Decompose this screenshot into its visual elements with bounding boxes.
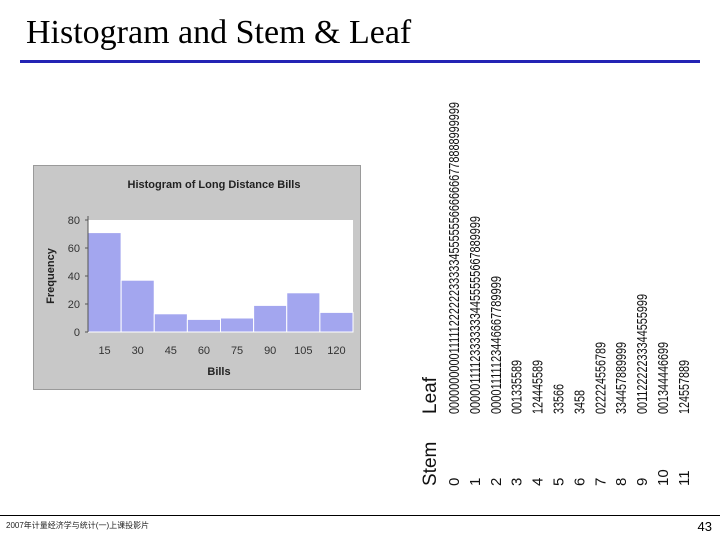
stem-leaf-svg: Stem Leaf 0 0000000000111112222223333345555… <box>420 102 690 486</box>
leaf-values: 000001111233333334455555667889999 <box>467 216 484 414</box>
histogram-svg: Histogram of Long Distance Bills Bills F… <box>45 179 354 378</box>
histogram-y-tick-label: 60 <box>68 243 80 255</box>
stem-value: 4 <box>530 478 547 486</box>
histogram-title: Histogram of Long Distance Bills <box>128 179 301 191</box>
histogram-x-tick-label: 75 <box>231 345 243 357</box>
histogram-x-tick-label: 45 <box>165 345 177 357</box>
slide-title: Histogram and Stem & Leaf <box>26 14 412 51</box>
stem-value: 3 <box>509 478 526 486</box>
histogram-x-tick-label: 90 <box>264 345 276 357</box>
histogram-x-tick-label: 105 <box>294 345 312 357</box>
histogram-x-tick-label: 15 <box>98 345 110 357</box>
histogram-bar <box>253 304 288 333</box>
leaf-values: 022224556789 <box>592 342 609 414</box>
stem-value: 2 <box>488 478 505 486</box>
leaf-values: 3458 <box>571 390 588 414</box>
leaf-values: 001344446699 <box>655 342 672 414</box>
histogram-x-tick-label: 30 <box>132 345 144 357</box>
stem-leaf-panel: Stem Leaf 0 0000000000111112222223333345555… <box>414 88 690 490</box>
leaf-values: 334457889999 <box>613 342 630 414</box>
histogram-y-tick-label: 20 <box>68 299 80 311</box>
stem-value: 5 <box>551 478 568 486</box>
title-underline <box>20 60 700 63</box>
leaf-values: 00112222233344555999 <box>634 294 651 414</box>
histogram-y-tick-label: 80 <box>68 215 80 227</box>
histogram-bar <box>186 318 221 333</box>
histogram-x-tick-label: 120 <box>327 345 345 357</box>
leaf-values: 0000000000111112222223333345555556666666… <box>446 102 463 414</box>
leaf-values: 124557889 <box>676 360 690 414</box>
footer-text: 2007年计量经济学与统计(一)上课投影片 <box>6 521 150 530</box>
histogram-bar <box>87 232 122 333</box>
histogram-bar <box>319 311 354 333</box>
stem-value: 10 <box>655 469 672 486</box>
leaf-values: 124445589 <box>530 360 547 414</box>
histogram-bar <box>220 317 255 333</box>
histogram-y-tick-label: 0 <box>74 327 80 339</box>
stem-value: 7 <box>592 478 609 486</box>
stem-value: 8 <box>613 478 630 486</box>
page-number: 43 <box>697 519 712 534</box>
histogram-bar <box>286 292 321 333</box>
histogram-x-tick-label: 60 <box>198 345 210 357</box>
stem-value: 6 <box>571 478 588 486</box>
leaf-values: 001335589 <box>509 360 526 414</box>
footer-divider <box>0 515 720 516</box>
histogram-ylabel: Frequency <box>45 247 57 304</box>
stem-value: 1 <box>467 478 484 486</box>
leaf-values: 00001111123446667789999 <box>488 276 505 414</box>
stem-value: 11 <box>676 470 690 486</box>
histogram-y-tick-label: 40 <box>68 271 80 283</box>
histogram-xlabel: Bills <box>207 366 230 378</box>
stem-value: 9 <box>634 478 651 486</box>
stem-value: 0 <box>446 478 463 486</box>
histogram-bar <box>120 279 155 333</box>
leaf-header: Leaf <box>420 376 441 414</box>
histogram-bar <box>153 313 188 333</box>
histogram-chart: Histogram of Long Distance Bills Bills F… <box>33 165 361 390</box>
stem-header: Stem <box>420 442 441 486</box>
leaf-values: 33566 <box>551 384 568 414</box>
